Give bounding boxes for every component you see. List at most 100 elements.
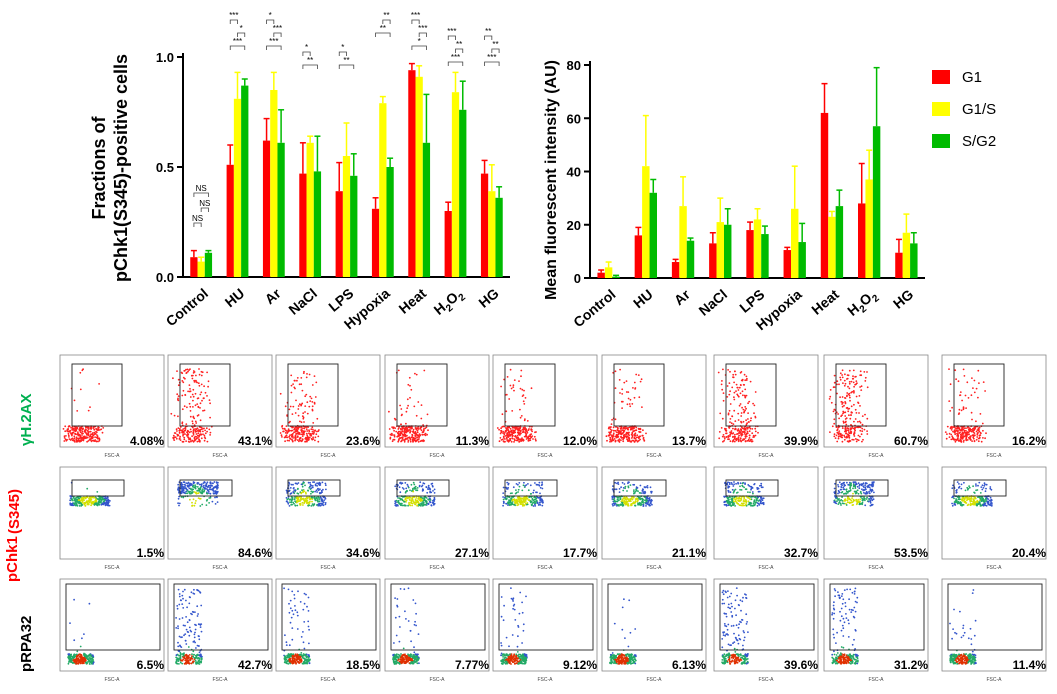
event-dot [718, 437, 720, 439]
event-dot [606, 435, 608, 437]
event-dot [433, 504, 435, 506]
bar [642, 166, 649, 278]
event-dot [409, 385, 411, 387]
event-dot [388, 411, 390, 413]
event-dot [407, 398, 409, 400]
event-dot [829, 396, 831, 398]
event-dot [405, 430, 407, 432]
event-dot [972, 387, 974, 389]
event-dot [294, 380, 296, 382]
significance-label: *** [273, 24, 282, 33]
event-dot [74, 437, 76, 439]
event-dot [198, 368, 200, 370]
event-dot [960, 394, 962, 396]
event-dot [834, 375, 836, 377]
event-dot [181, 485, 183, 487]
event-dot [866, 430, 868, 432]
event-dot [986, 484, 988, 486]
event-dot [79, 502, 81, 504]
event-dot [622, 432, 624, 434]
event-dot [747, 402, 749, 404]
event-dot [743, 497, 745, 499]
event-dot [399, 491, 401, 493]
event-dot [849, 502, 851, 504]
event-dot [736, 492, 738, 494]
event-dot [851, 428, 853, 430]
event-dot [612, 503, 614, 505]
event-dot [965, 430, 967, 432]
event-dot [417, 501, 419, 503]
event-dot [523, 482, 525, 484]
event-dot [302, 412, 304, 414]
event-dot [412, 489, 414, 491]
event-dot [195, 488, 197, 490]
event-dot [206, 372, 208, 374]
event-dot [428, 503, 430, 505]
event-dot [846, 482, 848, 484]
event-dot [186, 434, 188, 436]
event-dot [72, 432, 74, 434]
event-dot [958, 380, 960, 382]
event-dot [295, 435, 297, 437]
event-dot [856, 396, 858, 398]
significance-label: *** [447, 27, 456, 36]
event-dot [295, 433, 297, 435]
event-dot [94, 436, 96, 438]
event-dot [850, 500, 852, 502]
event-dot [280, 393, 282, 395]
event-dot [738, 437, 740, 439]
event-dot [837, 428, 839, 430]
event-dot [982, 430, 984, 432]
event-dot [611, 498, 613, 500]
event-dot [972, 437, 974, 439]
significance-label: ** [380, 24, 386, 33]
event-dot [638, 440, 640, 442]
event-dot [849, 393, 851, 395]
event-dot [627, 428, 629, 430]
event-dot [298, 482, 300, 484]
event-dot [608, 427, 610, 429]
event-dot [729, 435, 731, 437]
bar [452, 92, 459, 277]
event-dot [520, 375, 522, 377]
event-dot [985, 488, 987, 490]
event-dot [202, 488, 204, 490]
event-dot [732, 376, 734, 378]
event-dot [625, 499, 627, 501]
event-dot [969, 430, 971, 432]
event-dot [982, 496, 984, 498]
event-dot [736, 440, 738, 442]
event-dot [619, 369, 621, 371]
event-dot [394, 439, 396, 441]
event-dot [530, 484, 532, 486]
event-dot [842, 487, 844, 489]
event-dot [855, 493, 857, 495]
significance-bracket [448, 36, 455, 40]
event-dot [306, 433, 308, 435]
significance-label: ** [485, 27, 491, 36]
event-dot [407, 485, 409, 487]
event-dot [724, 438, 726, 440]
event-dot [79, 505, 81, 507]
event-dot [84, 430, 86, 432]
event-dot [638, 374, 640, 376]
event-dot [841, 496, 843, 498]
event-dot [425, 504, 427, 506]
event-dot [292, 499, 294, 501]
event-dot [89, 498, 91, 500]
event-dot [206, 483, 208, 485]
event-dot [305, 394, 307, 396]
event-dot [532, 502, 534, 504]
event-dot [511, 388, 513, 390]
event-dot [623, 437, 625, 439]
event-dot [835, 497, 837, 499]
event-dot [216, 496, 218, 498]
event-dot [958, 499, 960, 501]
event-dot [847, 440, 849, 442]
event-dot [210, 483, 212, 485]
event-dot [846, 433, 848, 435]
event-dot [308, 482, 310, 484]
event-dot [834, 433, 836, 435]
event-dot [193, 498, 195, 500]
